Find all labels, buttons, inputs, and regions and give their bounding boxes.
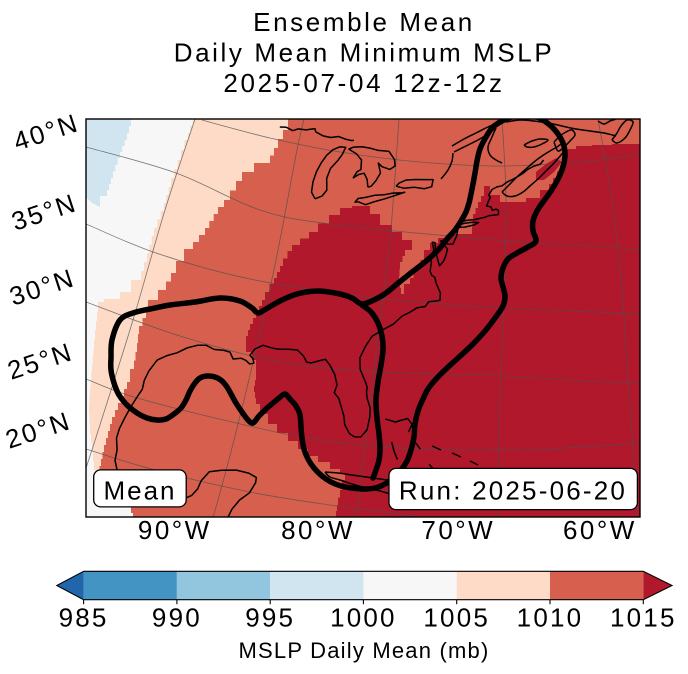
svg-text:Run: 2025-06-20: Run: 2025-06-20 [399, 476, 627, 506]
svg-text:Ensemble Mean: Ensemble Mean [253, 7, 475, 37]
svg-text:2025-07-04 12z-12z: 2025-07-04 12z-12z [223, 68, 504, 98]
svg-text:Daily Mean Minimum MSLP: Daily Mean Minimum MSLP [174, 38, 555, 68]
svg-text:995: 995 [245, 603, 295, 633]
svg-text:MSLP Daily Mean (mb): MSLP Daily Mean (mb) [239, 638, 490, 663]
svg-text:1015: 1015 [610, 603, 677, 633]
svg-text:70°W: 70°W [421, 515, 495, 545]
svg-text:1010: 1010 [517, 603, 584, 633]
svg-text:990: 990 [152, 603, 202, 633]
svg-text:60°W: 60°W [563, 515, 637, 545]
svg-text:Mean: Mean [103, 476, 176, 506]
svg-text:90°W: 90°W [138, 515, 212, 545]
svg-text:1000: 1000 [330, 603, 397, 633]
svg-text:1005: 1005 [423, 603, 490, 633]
svg-text:985: 985 [59, 603, 109, 633]
svg-text:80°W: 80°W [281, 515, 355, 545]
